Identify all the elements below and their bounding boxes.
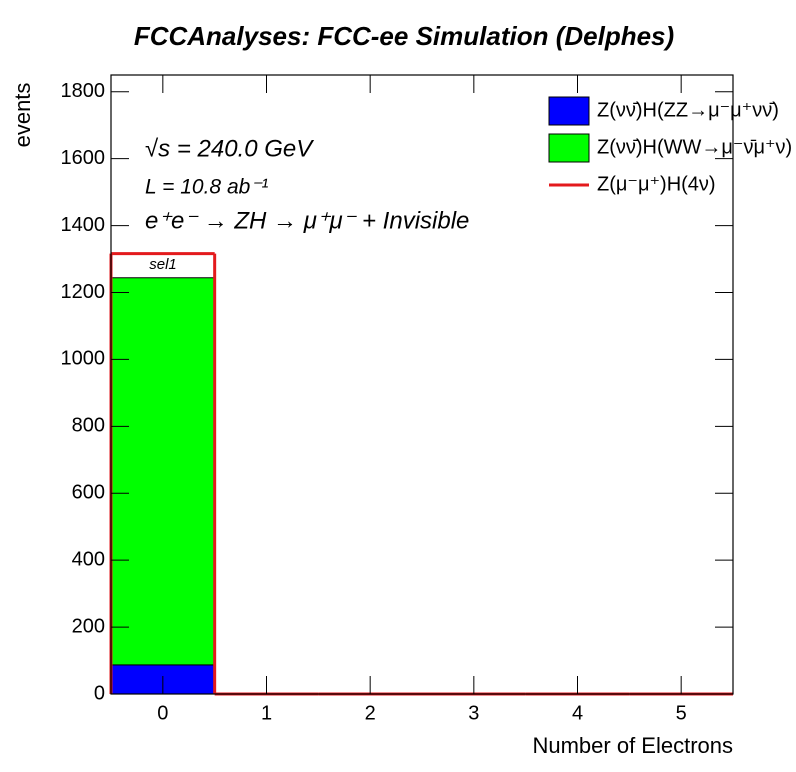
y-tick-label: 400 <box>72 548 105 570</box>
y-axis-label: events <box>10 83 35 148</box>
x-tick-label: 5 <box>676 702 687 724</box>
y-tick-label: 600 <box>72 482 105 504</box>
x-tick-label: 2 <box>365 702 376 724</box>
chart-title: FCCAnalyses: FCC-ee Simulation (Delphes) <box>134 21 674 51</box>
legend-label: Z(μ⁻μ⁺)H(4ν) <box>597 173 716 195</box>
y-tick-label: 1000 <box>61 348 106 370</box>
x-axis-label: Number of Electrons <box>532 733 733 758</box>
annotation: L = 10.8 ab⁻¹ <box>145 176 268 199</box>
y-tick-label: 800 <box>72 415 105 437</box>
bar-segment <box>110 277 216 666</box>
plot-frame <box>110 74 734 695</box>
x-tick-label: 0 <box>157 702 168 724</box>
x-tick-label: 4 <box>572 702 583 724</box>
bin-label: sel1 <box>149 256 177 273</box>
y-tick-label: 200 <box>72 615 105 637</box>
x-tick-label: 1 <box>261 702 272 724</box>
legend: Z(νν̄)H(ZZ→μ⁻μ⁺νν̄) Z(νν̄)H(WW→μ⁻ν̄μ⁺ν) Z(… <box>548 96 792 195</box>
y-tick-label: 1400 <box>61 214 106 236</box>
annotation: e⁺e⁻ → ZH → μ⁺μ⁻ + Invisible <box>145 207 469 234</box>
y-tick-label: 1200 <box>61 281 106 303</box>
legend-label: Z(νν̄)H(WW→μ⁻ν̄μ⁺ν) <box>597 136 792 158</box>
y-tick-label: 0 <box>94 682 105 704</box>
annotation: √s = 240.0 GeV <box>145 135 314 162</box>
legend-swatch <box>548 96 590 126</box>
y-tick-label: 1800 <box>61 80 106 102</box>
y-tick-label: 1600 <box>61 147 106 169</box>
legend-label: Z(νν̄)H(ZZ→μ⁻μ⁺νν̄) <box>597 99 779 121</box>
x-tick-label: 3 <box>468 702 479 724</box>
legend-swatch <box>548 133 590 163</box>
